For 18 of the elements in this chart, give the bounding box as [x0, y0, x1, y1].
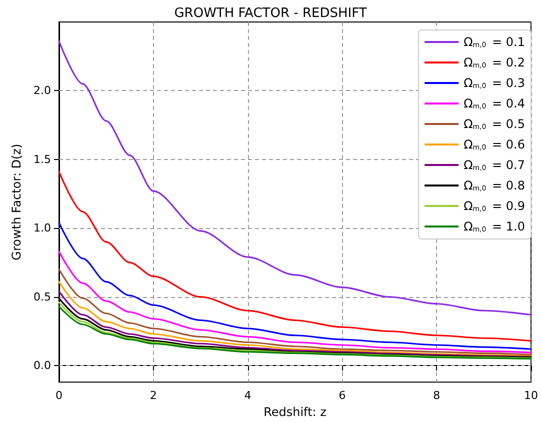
y-tick-label: 0.0 — [34, 359, 51, 372]
y-tick-label: 1.0 — [34, 222, 51, 235]
line-series — [58, 268, 532, 356]
chart-title: GROWTH FACTOR - REDSHIFT — [174, 6, 367, 21]
x-axis-title: Redshift: z — [264, 405, 326, 419]
line-series — [58, 222, 532, 350]
y-tick-label: 0.5 — [34, 290, 51, 304]
y-tick-label: 1.5 — [34, 152, 51, 166]
y-axis-title: Growth Factor: D(z) — [10, 144, 24, 260]
line-series — [58, 250, 532, 354]
x-tick-label: 4 — [244, 389, 252, 402]
x-tick-label: 0 — [56, 389, 62, 402]
x-tick-label: 10 — [524, 389, 538, 402]
y-tick-label: 2.0 — [34, 84, 51, 98]
x-tick-label: 2 — [150, 389, 157, 402]
x-tick-label: 6 — [338, 389, 346, 402]
x-tick-label: 8 — [433, 389, 440, 402]
line-series — [58, 171, 532, 342]
